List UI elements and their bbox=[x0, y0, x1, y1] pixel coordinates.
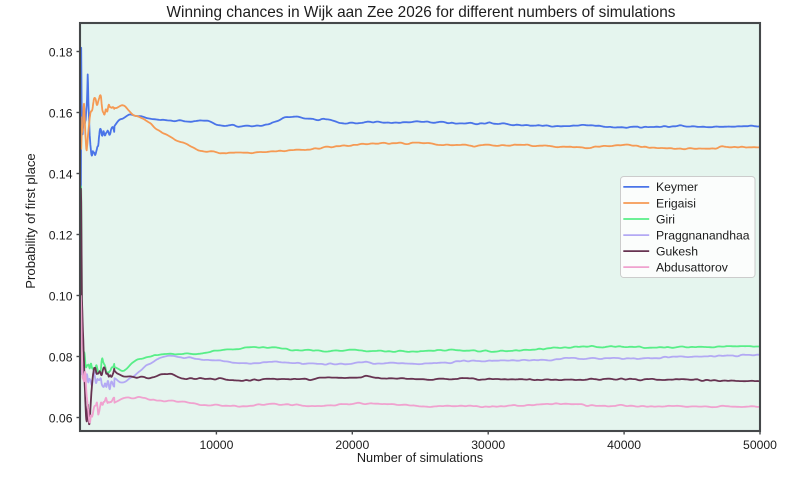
svg-text:0.14: 0.14 bbox=[49, 168, 73, 182]
svg-text:0.10: 0.10 bbox=[49, 290, 73, 304]
svg-text:20000: 20000 bbox=[335, 438, 369, 452]
svg-text:Gukesh: Gukesh bbox=[656, 244, 698, 258]
svg-text:Number of simulations: Number of simulations bbox=[357, 451, 483, 465]
svg-text:50000: 50000 bbox=[743, 438, 777, 452]
svg-text:10000: 10000 bbox=[199, 438, 233, 452]
svg-text:Abdusattorov: Abdusattorov bbox=[656, 260, 729, 274]
svg-text:Keymer: Keymer bbox=[656, 180, 698, 194]
svg-text:Giri: Giri bbox=[656, 212, 675, 226]
svg-text:40000: 40000 bbox=[607, 438, 641, 452]
svg-text:30000: 30000 bbox=[471, 438, 505, 452]
svg-text:0.06: 0.06 bbox=[49, 412, 73, 426]
svg-text:0.12: 0.12 bbox=[49, 229, 73, 243]
svg-text:Erigaisi: Erigaisi bbox=[656, 196, 696, 210]
svg-text:0.18: 0.18 bbox=[49, 46, 73, 60]
svg-text:Praggnanandhaa: Praggnanandhaa bbox=[656, 228, 750, 242]
svg-text:Winning chances in Wijk aan Ze: Winning chances in Wijk aan Zee 2026 for… bbox=[167, 4, 676, 21]
svg-text:0.16: 0.16 bbox=[49, 107, 73, 121]
svg-text:Probability of first place: Probability of first place bbox=[23, 153, 38, 288]
svg-text:0.08: 0.08 bbox=[49, 351, 73, 365]
